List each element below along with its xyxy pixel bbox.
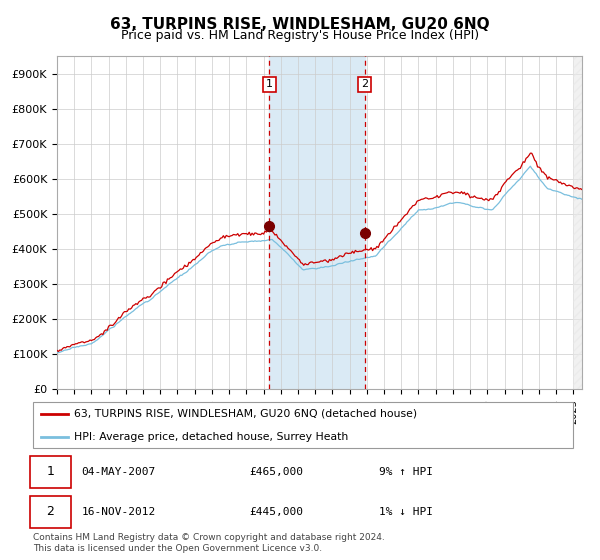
FancyBboxPatch shape	[30, 496, 71, 528]
Text: 2: 2	[47, 506, 55, 519]
FancyBboxPatch shape	[30, 456, 71, 488]
Text: 04-MAY-2007: 04-MAY-2007	[82, 467, 156, 477]
Text: 63, TURPINS RISE, WINDLESHAM, GU20 6NQ (detached house): 63, TURPINS RISE, WINDLESHAM, GU20 6NQ (…	[74, 409, 416, 418]
Text: £465,000: £465,000	[249, 467, 303, 477]
Text: 1: 1	[266, 80, 273, 90]
Text: Price paid vs. HM Land Registry's House Price Index (HPI): Price paid vs. HM Land Registry's House …	[121, 29, 479, 42]
Bar	[574, 56, 582, 389]
Text: HPI: Average price, detached house, Surrey Heath: HPI: Average price, detached house, Surr…	[74, 432, 348, 441]
Text: 9% ↑ HPI: 9% ↑ HPI	[379, 467, 433, 477]
Text: £445,000: £445,000	[249, 507, 303, 517]
Text: 2: 2	[361, 80, 368, 90]
Text: 1: 1	[47, 465, 55, 478]
Text: 63, TURPINS RISE, WINDLESHAM, GU20 6NQ: 63, TURPINS RISE, WINDLESHAM, GU20 6NQ	[110, 17, 490, 32]
Text: Contains HM Land Registry data © Crown copyright and database right 2024.
This d: Contains HM Land Registry data © Crown c…	[33, 533, 385, 553]
Bar	[269, 56, 365, 389]
Text: 1% ↓ HPI: 1% ↓ HPI	[379, 507, 433, 517]
Text: 16-NOV-2012: 16-NOV-2012	[82, 507, 156, 517]
FancyBboxPatch shape	[33, 402, 573, 448]
